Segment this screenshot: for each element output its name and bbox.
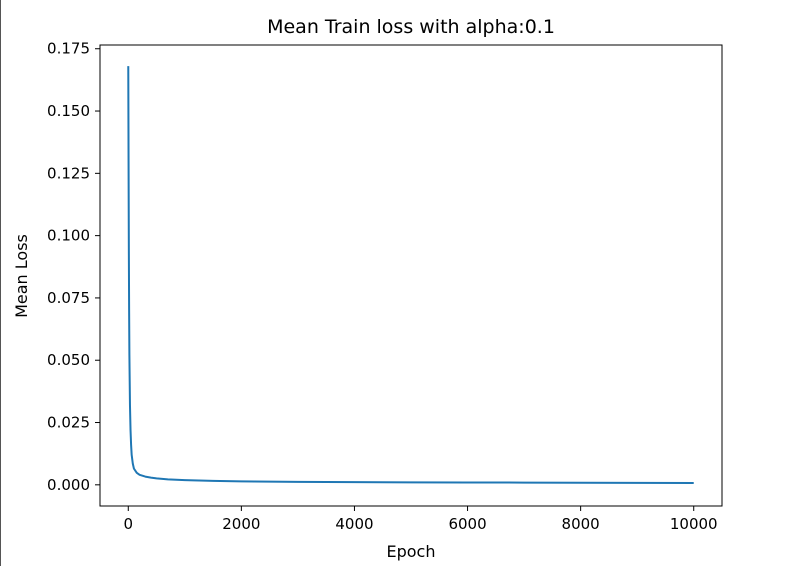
series-line-0 — [127, 66, 694, 484]
y-tick-label: 0.050 — [47, 351, 90, 369]
y-tick-label: 0.100 — [47, 227, 90, 245]
x-axis: 0 2000 4000 6000 8000 10000 — [123, 506, 718, 533]
series-layer — [127, 66, 694, 484]
y-tick-label: 0.025 — [47, 414, 90, 432]
x-tick-label: 4000 — [335, 515, 373, 533]
y-tick-label: 0.125 — [47, 164, 90, 182]
y-axis: 0.000 0.025 0.050 0.075 0.100 0.125 0.150 0.175 — [47, 40, 100, 494]
x-tick-label: 6000 — [448, 515, 486, 533]
x-axis-label: Epoch — [387, 542, 436, 561]
y-tick-label: 0.175 — [47, 40, 90, 58]
x-tick-label: 8000 — [562, 515, 600, 533]
x-tick-label: 0 — [123, 515, 133, 533]
y-tick-label: 0.000 — [47, 476, 90, 494]
window-edge — [0, 0, 1, 566]
axes-frame — [99, 44, 723, 507]
x-tick-label: 2000 — [222, 515, 260, 533]
x-tick-label: 10000 — [670, 515, 718, 533]
plot-area — [99, 44, 723, 507]
y-tick-label: 0.150 — [47, 102, 90, 120]
y-tick-label: 0.075 — [47, 289, 90, 307]
y-axis-label: Mean Loss — [12, 234, 31, 318]
chart-title: Mean Train loss with alpha:0.1 — [267, 16, 555, 38]
